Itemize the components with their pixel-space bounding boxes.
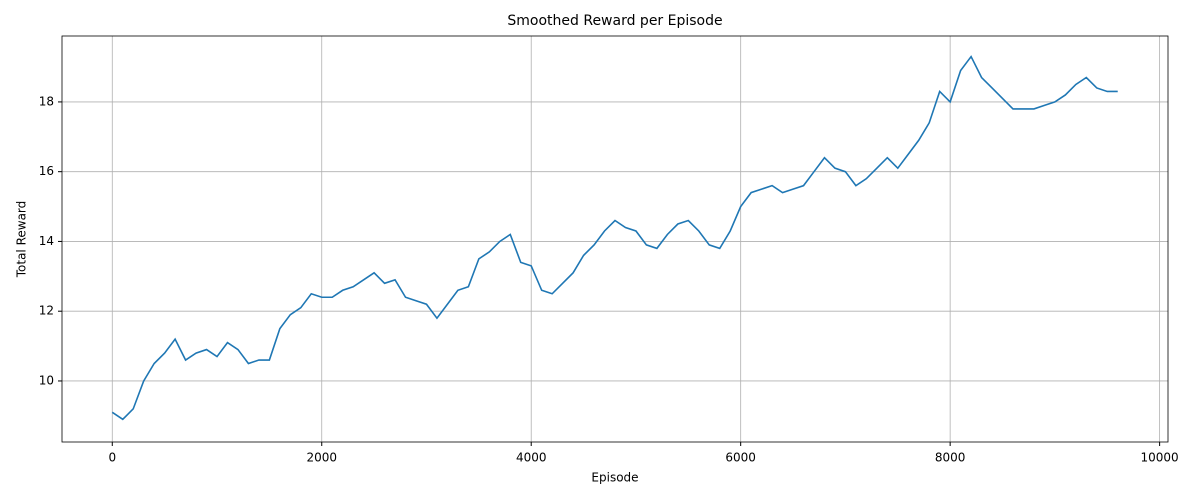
- data-line: [111, 55, 1118, 421]
- x-tick-label: 10000: [1141, 451, 1179, 465]
- y-tick-label: 18: [39, 94, 54, 108]
- y-tick-label: 14: [39, 234, 54, 248]
- y-tick-label: 10: [39, 373, 54, 387]
- x-axis-label: Episode: [591, 471, 638, 485]
- x-tick-label: 8000: [935, 451, 966, 465]
- y-tick-label: 12: [39, 304, 54, 318]
- y-axis-label: Total Reward: [15, 201, 29, 279]
- y-tick-label: 16: [39, 164, 54, 178]
- x-tick-label: 4000: [516, 451, 547, 465]
- plot-frame: [61, 35, 1169, 443]
- x-tick-label: 0: [108, 451, 116, 465]
- x-tick-label: 6000: [725, 451, 756, 465]
- x-tick-label: 2000: [306, 451, 337, 465]
- chart-title: Smoothed Reward per Episode: [507, 13, 722, 29]
